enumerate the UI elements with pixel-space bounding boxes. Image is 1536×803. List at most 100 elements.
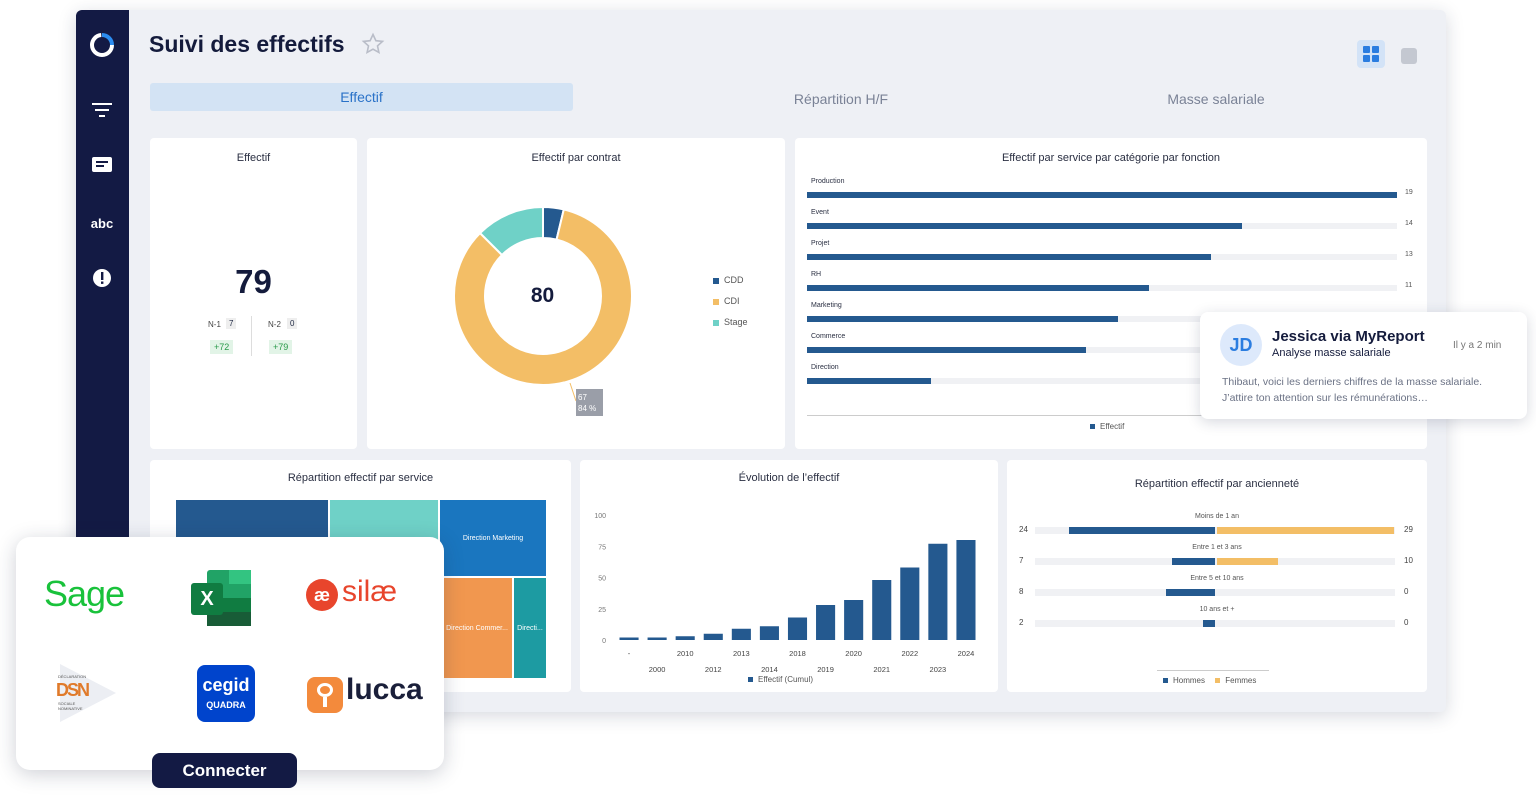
grid-view-icon[interactable]	[1357, 40, 1385, 68]
evolution-bar[interactable]	[928, 543, 948, 640]
alert-icon[interactable]	[88, 264, 116, 292]
silae-logo[interactable]: silæ	[342, 575, 398, 608]
donut-title: Effectif par contrat	[531, 152, 621, 164]
evolution-bar[interactable]	[787, 617, 808, 641]
service-legend: Effectif	[1090, 422, 1124, 431]
y-tick-label: 100	[594, 513, 606, 520]
kpi-card: Effectif 79 N-1 7 +72 N-2 0 +79	[150, 138, 357, 449]
anciennete-legend-line	[1157, 670, 1269, 671]
x-tick-label: 2023	[930, 665, 947, 674]
evolution-bar[interactable]	[900, 567, 920, 641]
lucca-logo[interactable]: lucca	[346, 673, 423, 706]
service-bar[interactable]	[807, 378, 932, 384]
donut-chart	[453, 205, 633, 402]
notification-subject: Analyse masse salariale	[1272, 347, 1391, 359]
treemap-title: Répartition effectif par service	[287, 472, 434, 484]
legend-stage: Stage	[713, 312, 748, 333]
evolution-legend: Effectif (Cumul)	[748, 675, 813, 684]
kpi-title: Effectif	[236, 152, 271, 164]
x-tick-label: -	[628, 649, 631, 658]
single-view-icon[interactable]	[1401, 48, 1417, 64]
connect-button[interactable]: Connecter	[152, 753, 297, 788]
anciennete-track	[1035, 589, 1395, 596]
sage-logo[interactable]: Sage	[44, 573, 125, 614]
anciennete-track	[1035, 558, 1395, 565]
treemap-cell-direction-commerce[interactable]: Direction Commer...	[442, 578, 512, 678]
evolution-title: Évolution de l’effectif	[738, 472, 840, 484]
kpi-value: 79	[235, 263, 272, 300]
text-icon[interactable]: abc	[90, 215, 114, 231]
femmes-value: 0	[1404, 618, 1409, 627]
hommes-bar[interactable]	[1172, 558, 1215, 565]
evolution-bar[interactable]	[619, 637, 639, 641]
service-bar[interactable]	[807, 316, 1118, 322]
treemap-cell-direction-other[interactable]: Directi...	[514, 578, 546, 678]
donut-slice-cdi[interactable]	[453, 208, 633, 386]
donut-legend: CDD CDI Stage	[713, 270, 748, 333]
tooltip-pct: 84 %	[578, 404, 597, 413]
tab-repartition-hf[interactable]: Répartition H/F	[793, 91, 889, 107]
anciennete-label: Moins de 1 an	[1195, 513, 1239, 520]
excel-logo[interactable]: X	[191, 570, 251, 626]
femmes-bar[interactable]	[1217, 527, 1394, 534]
app-logo-icon[interactable]	[88, 31, 116, 59]
x-tick-label: 2024	[958, 649, 975, 658]
n1-label: N-1	[208, 320, 221, 329]
anciennete-label: Entre 5 et 10 ans	[1190, 575, 1244, 582]
y-tick-label: 25	[598, 607, 606, 614]
evolution-bar[interactable]	[872, 580, 892, 640]
service-bar-track	[807, 347, 1397, 353]
hommes-bar[interactable]	[1202, 620, 1215, 627]
femmes-value: 0	[1404, 587, 1409, 596]
service-bar-track	[807, 316, 1397, 322]
evolution-bar[interactable]	[731, 628, 751, 640]
evolution-bar[interactable]	[759, 626, 779, 640]
treemap-cell-direction-marketing[interactable]: Direction Marketing	[440, 500, 546, 576]
evolution-bar[interactable]	[675, 636, 695, 640]
tab-effectif[interactable]: Effectif	[150, 83, 573, 111]
legend-cdd: CDD	[713, 270, 748, 291]
tooltip-value: 67	[578, 393, 587, 402]
x-tick-label: 2020	[845, 649, 862, 658]
evolution-bar[interactable]	[816, 605, 836, 640]
y-tick-label: 0	[602, 638, 606, 645]
dsn-logo[interactable]: DÉCLARATION DSN SOCIALE NOMINATIVE	[56, 662, 118, 724]
service-label: Commerce	[811, 333, 846, 340]
silae-logo-icon: æ	[306, 579, 338, 611]
donut-slice-stage[interactable]	[478, 205, 544, 257]
service-bar[interactable]	[807, 223, 1242, 229]
tab-masse-salariale[interactable]: Masse salariale	[1167, 91, 1265, 107]
anciennete-card: Répartition effectif par ancienneté Moin…	[1007, 460, 1427, 692]
evolution-bar[interactable]	[956, 540, 976, 640]
hommes-bar[interactable]	[1166, 589, 1215, 596]
n2-label: N-2	[268, 320, 281, 329]
hommes-value: 7	[1019, 556, 1024, 565]
service-bar[interactable]	[807, 254, 1211, 260]
avatar: JD	[1220, 324, 1262, 366]
femmes-bar[interactable]	[1217, 558, 1278, 565]
evolution-bar[interactable]	[844, 600, 864, 640]
evolution-bar[interactable]	[647, 637, 667, 641]
x-tick-label: 2022	[901, 649, 918, 658]
anciennete-legend: Hommes Femmes	[1163, 676, 1256, 685]
hommes-bar[interactable]	[1068, 527, 1215, 534]
service-bar[interactable]	[807, 347, 1087, 353]
service-bar[interactable]	[807, 285, 1149, 291]
notification-card[interactable]: JD Jessica via MyReport Analyse masse sa…	[1200, 312, 1527, 419]
anciennete-title: Répartition effectif par ancienneté	[1134, 478, 1300, 490]
favorite-star-icon[interactable]	[361, 32, 385, 61]
donut-total: 80	[530, 284, 555, 307]
service-bar[interactable]	[807, 192, 1397, 198]
cegid-logo[interactable]: cegid QUADRA	[197, 665, 255, 722]
service-label: Direction	[811, 364, 839, 371]
filter-icon[interactable]	[88, 96, 116, 124]
n1-delta: +72	[210, 340, 234, 354]
x-tick-label: 2000	[649, 665, 666, 674]
comment-icon[interactable]	[88, 152, 116, 180]
service-axis	[807, 415, 1397, 416]
notification-line2: J’attire ton attention sur les rémunérat…	[1222, 392, 1429, 404]
evolution-bar[interactable]	[703, 633, 723, 640]
legend-cdi: CDI	[713, 291, 748, 312]
x-tick-label: 2013	[733, 649, 750, 658]
kpi-divider	[251, 316, 252, 356]
